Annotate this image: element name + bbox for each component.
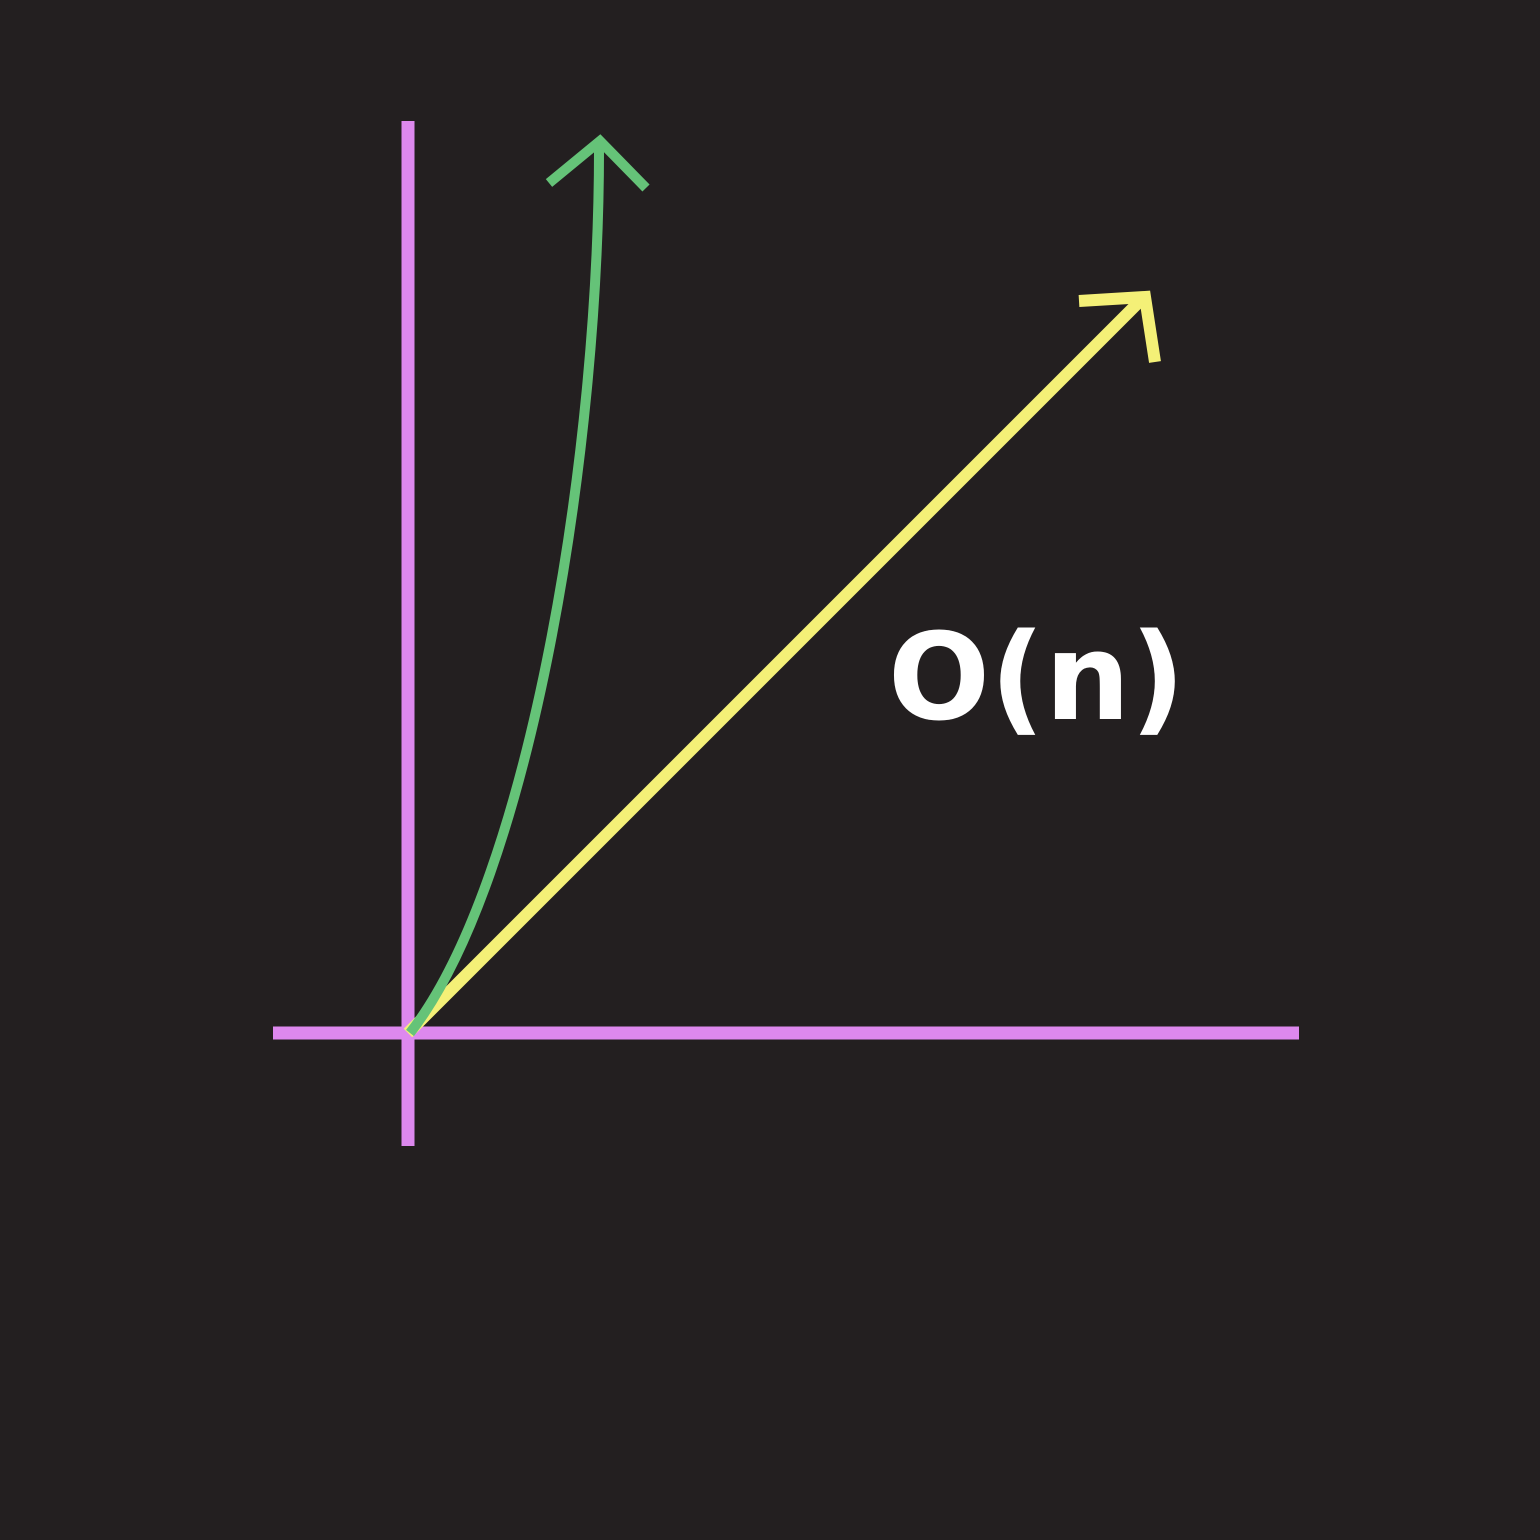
linear-arrowhead: [1078, 290, 1161, 363]
exponential-arrow: [406, 134, 650, 1037]
linear-line: [403, 296, 1145, 1038]
exponential-arrowhead: [545, 134, 650, 192]
exponential-curve: [406, 142, 605, 1037]
linear-complexity-label: O(n): [888, 609, 1185, 748]
linear-arrow: [403, 290, 1161, 1038]
